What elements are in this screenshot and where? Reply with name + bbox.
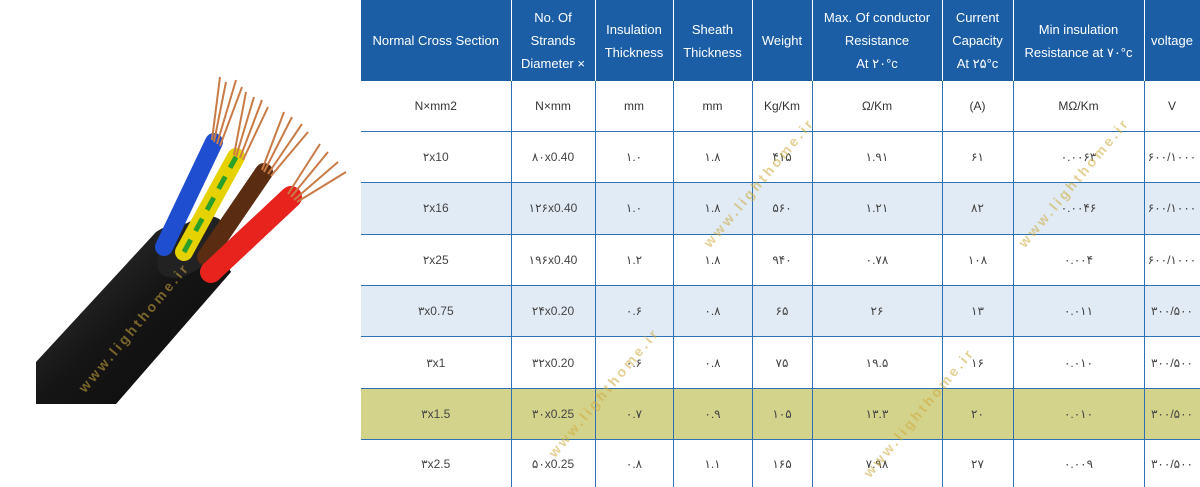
table-header-row: Normal Cross Section No. Of Strands Diam…: [361, 0, 1200, 81]
table-cell: ۰.۰۰۴: [1013, 234, 1145, 286]
unit-cell: V: [1144, 81, 1200, 132]
col-header: Max. Of conductor Resistance At ۲۰°c: [812, 0, 943, 81]
table-cell: ۲x16: [361, 182, 512, 235]
unit-cell: (A): [942, 81, 1014, 132]
table-cell: ۰.۸: [673, 285, 753, 338]
table-cell: ۵۰x0.25: [511, 439, 596, 487]
table-cell: ۳۰۰/۵۰۰: [1144, 285, 1200, 338]
table-cell: ۲x10: [361, 131, 512, 184]
table-cell: ۱۳.۳: [812, 388, 943, 441]
table-cell: ۳x1.5: [361, 388, 512, 441]
table-cell: ۲۴x0.20: [511, 285, 596, 338]
table-cell: ۱.۹۱: [812, 131, 943, 184]
table-cell: ۳۰۰/۵۰۰: [1144, 439, 1200, 487]
table-cell: ۷۵: [752, 336, 813, 389]
col-header: Sheath Thickness: [673, 0, 753, 81]
table-cell: ۱.۰: [595, 131, 674, 184]
table-cell: ۰.۶: [595, 336, 674, 389]
table-cell: ۱.۱: [673, 439, 753, 487]
table-row: ۳x2.5 ۵۰x0.25 ۰.۸ ۱.۱ ۱۶۵ ۷.۹۸ ۲۷ ۰.۰۰۹ …: [361, 439, 1200, 487]
table-cell: ۱۰۸: [942, 234, 1014, 286]
table-cell: ۴۱۵: [752, 131, 813, 184]
table-cell: ۳۰۰/۵۰۰: [1144, 336, 1200, 389]
table-cell: ۳x2.5: [361, 439, 512, 487]
table-cell: ۰.۰۱۰: [1013, 388, 1145, 441]
table-cell: ۳۰x0.25: [511, 388, 596, 441]
col-header: Normal Cross Section: [361, 0, 512, 81]
table-cell: ۰.۶: [595, 285, 674, 338]
unit-cell: MΩ/Km: [1013, 81, 1145, 132]
table-row: ۲x16 ۱۲۶x0.40 ۱.۰ ۱.۸ ۵۶۰ ۱.۲۱ ۸۲ ۰.۰۰۴۶…: [361, 182, 1200, 235]
unit-cell: mm: [673, 81, 753, 132]
table-cell: ۰.۰۱۰: [1013, 336, 1145, 389]
table-cell: ۶۰۰/۱۰۰۰: [1144, 131, 1200, 184]
table-cell: ۰.۸: [595, 439, 674, 487]
table-cell: ۱۹.۵: [812, 336, 943, 389]
table-cell: ۱۶۵: [752, 439, 813, 487]
table-cell: ۲x25: [361, 234, 512, 286]
unit-cell: N×mm2: [361, 81, 512, 132]
table-cell: ۰.۰۰۶۳: [1013, 131, 1145, 184]
table-cell: ۲۶: [812, 285, 943, 338]
table-cell: ۱۳: [942, 285, 1014, 338]
table-cell: ۳۰۰/۵۰۰: [1144, 388, 1200, 441]
cable-spec-table: Normal Cross Section No. Of Strands Diam…: [361, 0, 1200, 487]
table-cell: ۰.۰۰۴۶: [1013, 182, 1145, 235]
table-cell: ۳۲x0.20: [511, 336, 596, 389]
table-cell: ۱۲۶x0.40: [511, 182, 596, 235]
unit-cell: mm: [595, 81, 674, 132]
table-row-highlighted: ۳x1.5 ۳۰x0.25 ۰.۷ ۰.۹ ۱۰۵ ۱۳.۳ ۲۰ ۰.۰۱۰ …: [361, 388, 1200, 441]
table-cell: ۱۰۵: [752, 388, 813, 441]
table-cell: ۲۰: [942, 388, 1014, 441]
table-cell: ۰.۰۱۱: [1013, 285, 1145, 338]
col-header: Current Capacity At ۲۵°c: [942, 0, 1014, 81]
table-cell: ۸۲: [942, 182, 1014, 235]
col-header: Insulation Thickness: [595, 0, 674, 81]
table-cell: ۶۰۰/۱۰۰۰: [1144, 182, 1200, 235]
table-cell: ۱.۸: [673, 234, 753, 286]
table-row: ۲x25 ۱۹۶x0.40 ۱.۲ ۱.۸ ۹۴۰ ۰.۷۸ ۱۰۸ ۰.۰۰۴…: [361, 234, 1200, 286]
table-cell: ۱.۸: [673, 131, 753, 184]
table-cell: ۱۶: [942, 336, 1014, 389]
unit-cell: Ω/Km: [812, 81, 943, 132]
table-cell: ۱.۲۱: [812, 182, 943, 235]
table-cell: ۶۰۰/۱۰۰۰: [1144, 234, 1200, 286]
table-row: ۳x0.75 ۲۴x0.20 ۰.۶ ۰.۸ ۶۵ ۲۶ ۱۳ ۰.۰۱۱ ۳۰…: [361, 285, 1200, 338]
cable-photo: [36, 76, 347, 404]
table-row: ۲x10 ۸۰x0.40 ۱.۰ ۱.۸ ۴۱۵ ۱.۹۱ ۶۱ ۰.۰۰۶۳ …: [361, 131, 1200, 184]
table-cell: ۱.۸: [673, 182, 753, 235]
table-cell: ۰.۸: [673, 336, 753, 389]
table-cell: ۶۱: [942, 131, 1014, 184]
units-row: N×mm2 N×mm mm mm Kg/Km Ω/Km (A) MΩ/Km V: [361, 81, 1200, 132]
col-header: No. Of Strands Diameter ×: [511, 0, 596, 81]
col-header: voltage: [1144, 0, 1200, 81]
unit-cell: N×mm: [511, 81, 596, 132]
table-cell: ۹۴۰: [752, 234, 813, 286]
table-cell: ۱.۰: [595, 182, 674, 235]
col-header: Weight: [752, 0, 813, 81]
table-cell: ۸۰x0.40: [511, 131, 596, 184]
table-cell: ۱۹۶x0.40: [511, 234, 596, 286]
table-cell: ۳x0.75: [361, 285, 512, 338]
table-cell: ۵۶۰: [752, 182, 813, 235]
table-cell: ۰.۰۰۹: [1013, 439, 1145, 487]
table-cell: ۳x1: [361, 336, 512, 389]
table-cell: ۱.۲: [595, 234, 674, 286]
table-cell: ۰.۷۸: [812, 234, 943, 286]
col-header: Min insulation Resistance at ۷۰°c: [1013, 0, 1145, 81]
table-cell: ۷.۹۸: [812, 439, 943, 487]
table-row: ۳x1 ۳۲x0.20 ۰.۶ ۰.۸ ۷۵ ۱۹.۵ ۱۶ ۰.۰۱۰ ۳۰۰…: [361, 336, 1200, 389]
unit-cell: Kg/Km: [752, 81, 813, 132]
table-cell: ۰.۷: [595, 388, 674, 441]
table-cell: ۰.۹: [673, 388, 753, 441]
table-cell: ۶۵: [752, 285, 813, 338]
table-cell: ۲۷: [942, 439, 1014, 487]
